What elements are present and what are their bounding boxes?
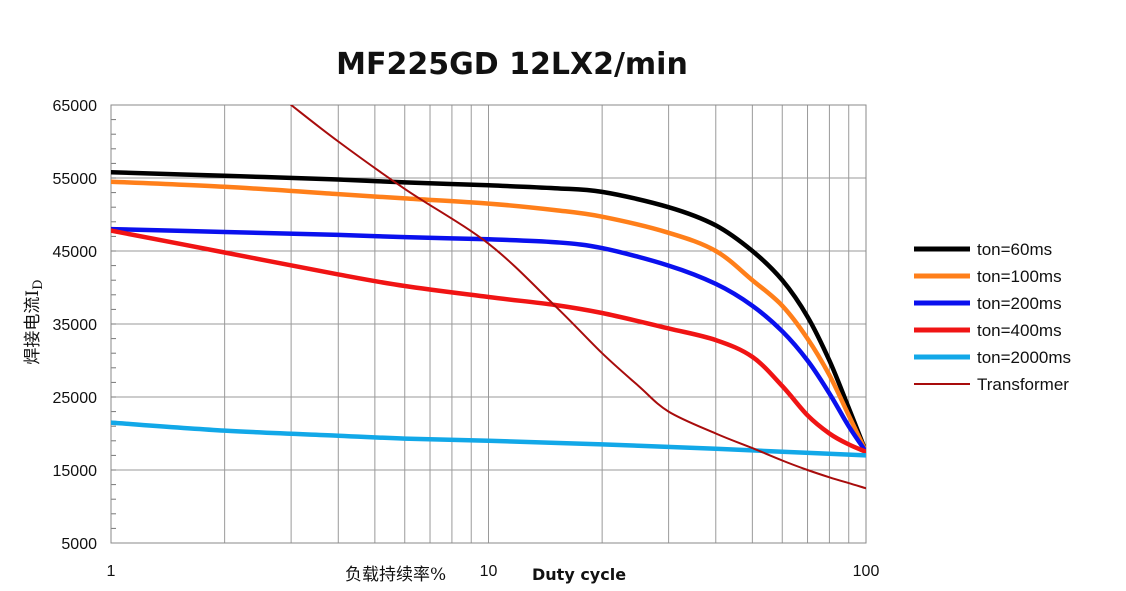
- y-tick-label: 35000: [53, 317, 98, 334]
- tick-labels: 5000 15000 25000 35000 45000 55000 65000 1 10 100: [53, 98, 880, 580]
- legend-label-ton-60ms: ton=60ms: [977, 240, 1052, 259]
- legend-label-transformer: Transformer: [977, 375, 1069, 394]
- legend-label-ton-400ms: ton=400ms: [977, 321, 1062, 340]
- x-tick-label: 100: [853, 563, 880, 580]
- series-line-transformer: [290, 105, 866, 490]
- y-axis-label-group: 焊接电流ID: [23, 279, 46, 364]
- y-tick-label: 65000: [53, 98, 98, 115]
- x-tick-label: 1: [107, 563, 116, 580]
- y-axis-label: 焊接电流ID: [23, 279, 46, 364]
- legend-label-ton-200ms: ton=200ms: [977, 294, 1062, 313]
- y-axis-label-main: 焊接电流I: [23, 290, 43, 365]
- x-axis-label-en: Duty cycle: [532, 565, 626, 584]
- series-line-ton-100ms: [111, 179, 866, 455]
- legend-label-ton-2000ms: ton=2000ms: [977, 348, 1071, 367]
- y-tick-label: 55000: [53, 171, 98, 188]
- legend-label-ton-100ms: ton=100ms: [977, 267, 1062, 286]
- y-tick-label: 25000: [53, 390, 98, 407]
- y-axis-label-sub: D: [31, 279, 46, 289]
- grid: [110, 104, 867, 544]
- y-tick-label: 45000: [53, 244, 98, 261]
- y-tick-label: 15000: [53, 463, 98, 480]
- series-line-ton-400ms: [111, 228, 866, 455]
- series-layer: [111, 105, 866, 490]
- y-tick-label: 5000: [61, 536, 97, 553]
- chart-title: MF225GD 12LX2/min: [336, 47, 688, 82]
- series-line-ton-200ms: [111, 226, 866, 455]
- plot-frame: [110, 104, 867, 544]
- series-line-ton-60ms: [111, 169, 866, 455]
- legend: ton=60ms ton=100ms ton=200ms ton=400ms ton=2…: [914, 240, 1071, 394]
- x-tick-label: 10: [480, 563, 498, 580]
- x-axis-label-cn: 负载持续率%: [345, 565, 446, 585]
